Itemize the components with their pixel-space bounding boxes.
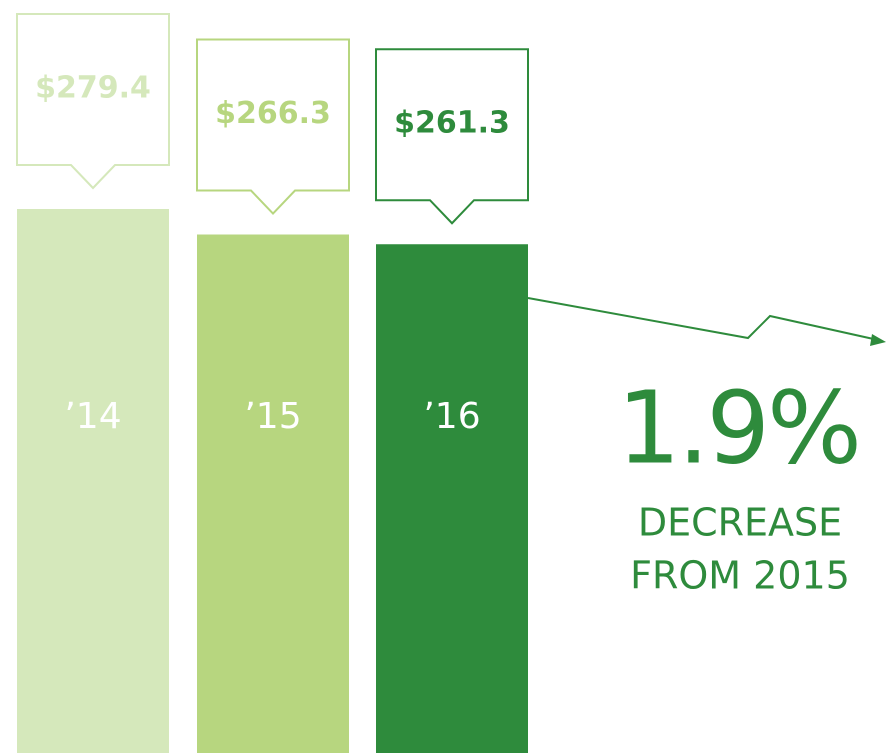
category-label: ’15 [244,396,301,437]
trend-arrow [527,297,879,341]
value-label: $261.3 [394,106,510,141]
arrow-head [870,334,886,346]
category-label: ’14 [64,396,121,437]
category-label: ’16 [423,396,480,437]
bar [17,209,169,753]
annotation-value: 1.9% [617,369,859,486]
value-label: $279.4 [35,71,151,106]
value-label: $266.3 [215,96,331,131]
bar [376,244,528,753]
value-callout [16,13,170,190]
annotation-text: DECREASE [638,501,842,545]
value-callout [375,48,529,225]
annotation-text: FROM 2015 [630,554,850,598]
value-callout [196,38,350,215]
bar [197,234,349,753]
